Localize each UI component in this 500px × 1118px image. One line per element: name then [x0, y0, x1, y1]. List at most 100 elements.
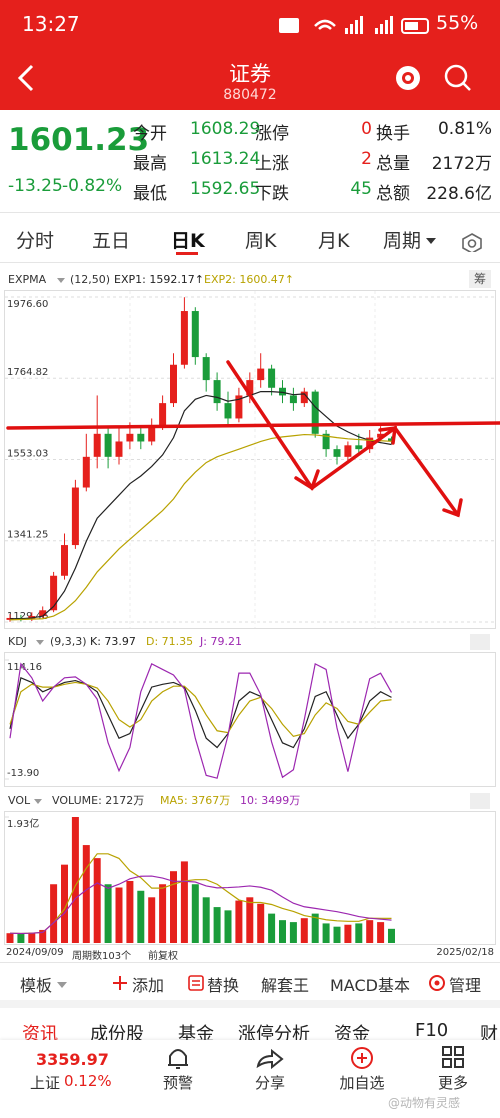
y-tick-label: 1129.46 — [7, 611, 48, 622]
candle-body — [257, 368, 265, 381]
stat-label: 涨停 — [255, 124, 289, 144]
sub-tab[interactable]: 资讯 — [22, 1024, 58, 1045]
candle-body — [235, 395, 243, 419]
nav-item[interactable]: 加自选 — [339, 1074, 385, 1092]
stat-label: 最高 — [133, 154, 167, 174]
tab-active[interactable]: 日K — [171, 230, 205, 252]
candle-body — [126, 433, 134, 442]
candle-body — [180, 311, 188, 365]
sub-tab[interactable]: 资金 — [334, 1024, 370, 1045]
stat-value: 1613.24 — [190, 149, 261, 169]
back-button[interactable] — [12, 62, 42, 94]
candle-body — [377, 433, 385, 438]
candle-body — [104, 433, 112, 457]
sub-tab[interactable]: 财 — [480, 1024, 498, 1045]
volume-bar — [268, 913, 276, 943]
annotation — [6, 360, 500, 518]
volume-bar — [235, 900, 243, 943]
indicator-line — [9, 676, 392, 749]
stat-label: 总额 — [376, 184, 410, 204]
divider — [0, 962, 500, 963]
candle-body — [115, 441, 123, 457]
status-icons — [279, 16, 429, 34]
nav-item[interactable]: 更多 — [437, 1074, 468, 1092]
volume-bar — [6, 933, 14, 943]
candle-body — [333, 449, 341, 457]
y-tick-label: 1976.60 — [7, 299, 48, 310]
legend-label: KDJ — [8, 635, 27, 648]
tab-icons[interactable] — [424, 232, 494, 252]
legend-label: 10: 3499万 — [240, 794, 300, 807]
y-tick-label: 1764.82 — [7, 367, 48, 378]
y-tick-label: 1.93亿 — [7, 817, 39, 830]
tool[interactable]: 管理 — [449, 976, 482, 995]
stat-value: 2172万 — [431, 154, 492, 174]
candle-body — [159, 403, 167, 427]
stat-label: 总量 — [376, 154, 410, 174]
tool[interactable]: 替换 — [207, 976, 240, 995]
stat-value: 1608.29 — [190, 119, 261, 139]
y-tick-label: 1553.03 — [7, 449, 48, 460]
stat-label: 最低 — [133, 184, 167, 204]
replace-icon — [188, 975, 204, 991]
legend-label: EXP1: 1592.17↑ — [114, 273, 204, 286]
sub-tab[interactable]: 涨停分析 — [238, 1024, 310, 1045]
header-icons[interactable] — [392, 60, 482, 96]
candle-body — [170, 364, 177, 404]
nav-item[interactable]: 分享 — [254, 1074, 285, 1092]
stat-value: 45 — [350, 179, 372, 199]
sub-tab[interactable]: 成份股 — [90, 1024, 144, 1045]
volume-bar — [50, 884, 58, 943]
tool[interactable]: 模板 — [20, 976, 53, 995]
index-pct: 0.12% — [64, 1072, 112, 1090]
status-time: 13:27 — [22, 12, 80, 36]
battery: 55% — [436, 12, 479, 34]
legend-label: VOL — [8, 794, 31, 807]
volume-bar — [213, 907, 221, 943]
candle-body — [93, 433, 101, 457]
chip-button[interactable]: 筹 — [469, 270, 491, 288]
tab[interactable]: 月K — [318, 230, 350, 252]
sub-tab[interactable]: F10 — [415, 1020, 449, 1041]
legend-label: K: 73.97 — [90, 635, 136, 648]
price: 1601.23 — [8, 122, 150, 158]
candle-body — [279, 387, 286, 396]
volume-bar — [224, 910, 232, 943]
volume-bar — [388, 928, 395, 943]
tool[interactable]: MACD基本 — [330, 976, 410, 995]
index-name: 上证 — [30, 1074, 61, 1092]
volume-bar — [61, 864, 68, 943]
indicator-line — [9, 433, 392, 621]
volume-bar — [126, 880, 134, 943]
volume-bar — [344, 924, 352, 943]
index-value: 3359.97 — [36, 1050, 109, 1069]
volume-bar — [17, 933, 25, 943]
charts: 1976.60 1764.82 1553.03 1341.25 1129.46 EXPMA… — [4, 273, 500, 945]
nav-item[interactable]: 预警 — [162, 1074, 193, 1092]
tool[interactable]: 添加 — [132, 976, 165, 995]
candle-body — [311, 391, 319, 434]
nav-icons — [168, 1046, 464, 1070]
sub-tab[interactable]: 基金 — [178, 1024, 214, 1045]
y-tick-label: -13.90 — [7, 768, 39, 779]
legend-label: (12,50) — [70, 273, 110, 286]
date-end: 2025/02/18 — [436, 947, 494, 958]
volume-bar — [115, 887, 123, 943]
candle-body — [355, 445, 363, 450]
stat-value: 0.81% — [437, 119, 492, 139]
tab[interactable]: 周K — [245, 230, 277, 252]
tool[interactable]: 解套王 — [261, 976, 310, 995]
tab[interactable]: 分时 — [16, 230, 55, 252]
tab[interactable]: 五日 — [92, 230, 131, 252]
volume-bar — [137, 890, 145, 943]
volume-bar — [93, 858, 101, 943]
candle-body — [344, 445, 352, 457]
indicator-line — [9, 681, 392, 738]
tab[interactable]: 周期 — [383, 230, 422, 252]
stat-value: 0 — [361, 119, 372, 139]
candle-body — [388, 438, 395, 442]
candle-body — [300, 391, 308, 404]
stock-code: 880472 — [223, 87, 277, 103]
candle-body — [61, 545, 68, 576]
